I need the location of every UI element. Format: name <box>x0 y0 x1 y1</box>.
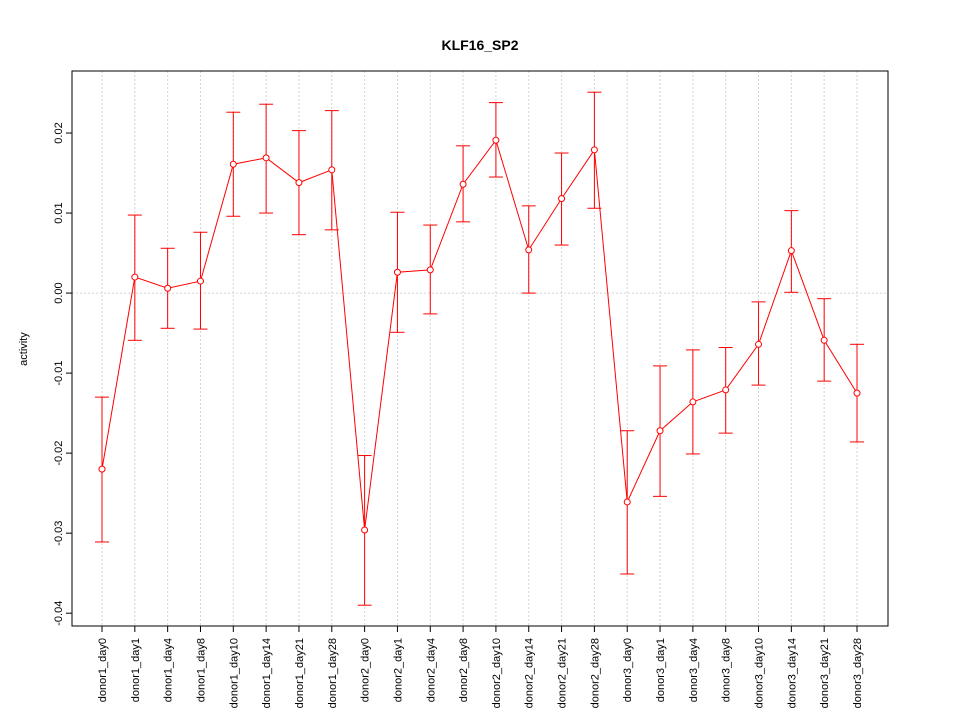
x-tick-label: donor1_day4 <box>163 638 175 702</box>
y-tick-label: 0.01 <box>53 202 65 223</box>
data-point <box>229 160 237 168</box>
data-point <box>262 154 270 162</box>
x-tick-label: donor1_day21 <box>294 638 306 708</box>
data-point <box>164 284 172 292</box>
data-point <box>295 179 303 187</box>
data-point <box>722 386 730 394</box>
chart-title: KLF16_SP2 <box>441 37 518 53</box>
data-point <box>98 465 106 473</box>
x-tick-label: donor2_day10 <box>491 638 503 708</box>
x-tick-label: donor2_day4 <box>425 638 437 702</box>
data-point <box>131 273 139 281</box>
data-point <box>656 427 664 435</box>
y-tick-label: 0.00 <box>53 282 65 303</box>
data-point <box>328 166 336 174</box>
data-point <box>820 336 828 344</box>
x-tick-label: donor3_day0 <box>622 638 634 702</box>
x-tick-label: donor3_day28 <box>852 638 864 708</box>
data-point <box>689 398 697 406</box>
y-tick-label: -0.01 <box>53 361 65 386</box>
data-point <box>492 136 500 144</box>
x-tick-label: donor1_day8 <box>195 638 207 702</box>
x-tick-label: donor3_day21 <box>819 638 831 708</box>
x-tick-label: donor3_day1 <box>655 638 667 702</box>
data-point <box>755 340 763 348</box>
data-point <box>525 246 533 254</box>
series-line <box>101 139 858 531</box>
data-point <box>853 389 861 397</box>
x-tick-label: donor3_day8 <box>721 638 733 702</box>
y-axis-label: activity <box>18 332 30 366</box>
x-tick-label: donor2_day28 <box>589 638 601 708</box>
x-tick-label: donor2_day8 <box>458 638 470 702</box>
y-tick-label: -0.03 <box>53 521 65 546</box>
x-tick-label: donor1_day14 <box>261 638 273 708</box>
data-point <box>459 180 467 188</box>
data-point <box>393 268 401 276</box>
data-point <box>196 277 204 285</box>
data-point <box>426 266 434 274</box>
x-tick-label: donor2_day0 <box>360 638 372 702</box>
y-tick-label: -0.02 <box>53 441 65 466</box>
data-point <box>558 195 566 203</box>
data-point <box>623 498 631 506</box>
y-tick-label: 0.02 <box>53 122 65 143</box>
y-tick-label: -0.04 <box>53 601 65 626</box>
data-point <box>787 247 795 255</box>
x-tick-label: donor3_day14 <box>786 638 798 708</box>
x-tick-label: donor3_day10 <box>754 638 766 708</box>
x-tick-label: donor2_day1 <box>392 638 404 702</box>
x-tick-label: donor3_day4 <box>688 638 700 702</box>
x-tick-label: donor1_day1 <box>130 638 142 702</box>
x-tick-label: donor1_day0 <box>97 638 109 702</box>
x-tick-label: donor1_day28 <box>327 638 339 708</box>
plot-frame <box>71 70 889 627</box>
data-point <box>590 146 598 154</box>
x-tick-label: donor1_day10 <box>228 638 240 708</box>
x-tick-label: donor2_day21 <box>557 638 569 708</box>
data-point <box>361 526 369 534</box>
x-tick-label: donor2_day14 <box>524 638 536 708</box>
